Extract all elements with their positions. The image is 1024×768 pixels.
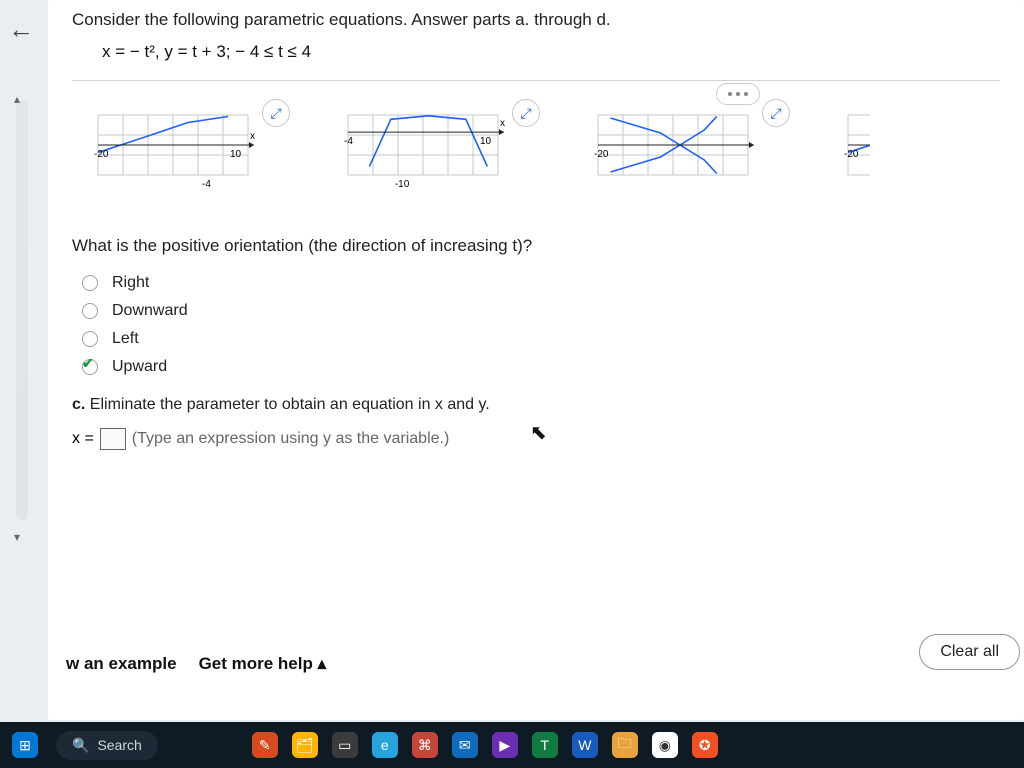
- search-icon: 🔍: [72, 737, 89, 754]
- answer-prefix: x =: [72, 430, 94, 448]
- svg-text:-20: -20: [94, 149, 109, 160]
- svg-text:-20: -20: [594, 149, 609, 160]
- taskbar-app-icon[interactable]: 🗂: [292, 732, 318, 758]
- divider: [72, 80, 1000, 81]
- option-label: Downward: [112, 302, 188, 320]
- graph-option-3[interactable]: -20 ⤢: [590, 107, 760, 192]
- option-upward[interactable]: Upward: [82, 358, 1000, 376]
- svg-text:-10: -10: [395, 179, 410, 187]
- question-prompt: Consider the following parametric equati…: [72, 10, 1000, 30]
- option-right[interactable]: Right: [82, 274, 1000, 292]
- taskbar-app-icon[interactable]: ◉: [652, 732, 678, 758]
- get-more-help-link[interactable]: Get more help: [199, 654, 327, 674]
- question-equation: x = − t², y = t + 3; − 4 ≤ t ≤ 4: [102, 42, 1000, 62]
- taskbar-app-icon[interactable]: T: [532, 732, 558, 758]
- part-c: c. Eliminate the parameter to obtain an …: [72, 396, 1000, 414]
- radio-icon[interactable]: [82, 275, 98, 291]
- taskbar-search[interactable]: 🔍 Search: [56, 731, 158, 760]
- svg-text:x: x: [500, 118, 505, 129]
- taskbar-app-icon[interactable]: ✪: [692, 732, 718, 758]
- start-icon[interactable]: ⊞: [12, 732, 38, 758]
- option-downward[interactable]: Downward: [82, 302, 1000, 320]
- question-panel: Consider the following parametric equati…: [48, 0, 1024, 720]
- more-dots[interactable]: [716, 83, 760, 105]
- taskbar-app-icon[interactable]: ⌘: [412, 732, 438, 758]
- back-arrow[interactable]: ←: [8, 14, 34, 45]
- graph-option-2[interactable]: x-410-10 ⤢: [340, 107, 510, 192]
- taskbar-app-icon[interactable]: ▶: [492, 732, 518, 758]
- graph-option-4[interactable]: x-2010-4: [840, 107, 870, 192]
- scrollbar-track[interactable]: [16, 100, 28, 520]
- answer-input[interactable]: [100, 428, 126, 450]
- taskbar: ⊞ 🔍 Search ✎ 🗂 ▭ e ⌘ ✉ ▶ TW 🗀 ◉ ✪: [0, 722, 1024, 768]
- scroll-up-icon[interactable]: ▴: [14, 92, 20, 106]
- part-c-label: c.: [72, 396, 85, 413]
- taskbar-app-icon[interactable]: 🗀: [612, 732, 638, 758]
- radio-icon[interactable]: [82, 359, 98, 375]
- expand-icon[interactable]: ⤢: [762, 99, 790, 127]
- radio-icon[interactable]: [82, 331, 98, 347]
- radio-icon[interactable]: [82, 303, 98, 319]
- taskbar-app-icon[interactable]: ✉: [452, 732, 478, 758]
- svg-text:10: 10: [230, 149, 242, 160]
- clear-all-button[interactable]: Clear all: [919, 634, 1020, 670]
- option-left[interactable]: Left: [82, 330, 1000, 348]
- svg-text:-20: -20: [844, 149, 859, 160]
- scroll-down-icon[interactable]: ▾: [14, 530, 20, 544]
- svg-text:x: x: [250, 131, 255, 142]
- option-label: Right: [112, 274, 149, 292]
- answer-line: x = (Type an expression using y as the v…: [72, 428, 1000, 450]
- answer-hint: (Type an expression using y as the varia…: [132, 430, 450, 448]
- sub-question: What is the positive orientation (the di…: [72, 236, 1000, 256]
- footer: w an example Get more help: [48, 654, 1024, 674]
- svg-text:-4: -4: [202, 179, 211, 187]
- expand-icon[interactable]: ⤢: [262, 99, 290, 127]
- graph-row: x-2010-4 ⤢ x-410-10 ⤢ -20 ⤢ x-2010-4: [90, 107, 1000, 192]
- option-label: Upward: [112, 358, 167, 376]
- expand-icon[interactable]: ⤢: [512, 99, 540, 127]
- taskbar-app-icon[interactable]: W: [572, 732, 598, 758]
- svg-text:-4: -4: [344, 136, 353, 147]
- options-group: Right Downward Left Upward: [82, 274, 1000, 376]
- search-label: Search: [97, 737, 141, 753]
- option-label: Left: [112, 330, 139, 348]
- svg-text:10: 10: [480, 136, 492, 147]
- taskbar-app-icon[interactable]: ▭: [332, 732, 358, 758]
- part-c-text: Eliminate the parameter to obtain an equ…: [90, 396, 490, 413]
- taskbar-app-icon[interactable]: e: [372, 732, 398, 758]
- view-example-link[interactable]: w an example: [66, 654, 177, 674]
- taskbar-app-icon[interactable]: ✎: [252, 732, 278, 758]
- graph-option-1[interactable]: x-2010-4 ⤢: [90, 107, 260, 192]
